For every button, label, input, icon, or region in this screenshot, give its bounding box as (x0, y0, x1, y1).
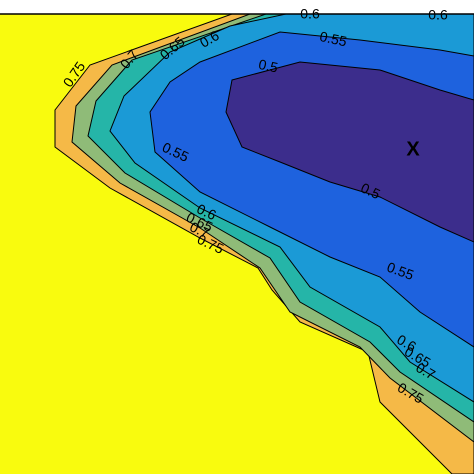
contour-label: 0.5 (358, 179, 383, 202)
contour-region (225, 61, 474, 243)
contour-label: 0.55 (318, 28, 348, 49)
marker: X (406, 138, 420, 160)
contour-label: 0.5 (257, 56, 280, 76)
contour-label: 0.7 (187, 218, 212, 241)
contour-fills (0, 13, 474, 474)
contour-label: 0.6 (194, 200, 219, 223)
